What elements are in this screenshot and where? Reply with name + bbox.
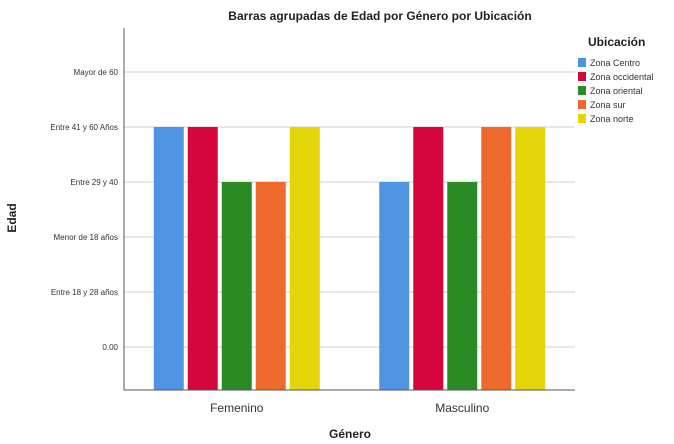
legend-entry: Zona norte bbox=[590, 114, 634, 124]
y-tick-label: Entre 18 y 28 años bbox=[51, 288, 118, 297]
bar bbox=[481, 127, 512, 390]
y-tick-label: 0.00 bbox=[102, 343, 118, 352]
y-tick-label: Menor de 18 años bbox=[54, 233, 119, 242]
legend-swatch bbox=[578, 72, 586, 81]
x-axis-label: Género bbox=[329, 427, 371, 441]
bar bbox=[187, 127, 218, 390]
bar bbox=[515, 127, 546, 390]
bar bbox=[413, 127, 444, 390]
y-tick-label: Entre 41 y 60 Años bbox=[50, 123, 118, 132]
legend-title: Ubicación bbox=[588, 35, 645, 49]
y-tick-label: Entre 29 y 40 bbox=[70, 178, 118, 187]
x-tick-label: Masculino bbox=[435, 401, 489, 415]
x-tick-label: Femenino bbox=[210, 401, 264, 415]
chart-title: Barras agrupadas de Edad por Género por … bbox=[228, 9, 531, 23]
y-axis-label: Edad bbox=[5, 203, 19, 232]
legend-swatch bbox=[578, 100, 586, 109]
legend-swatch bbox=[578, 86, 586, 95]
bar bbox=[379, 182, 410, 390]
bar bbox=[447, 182, 478, 390]
legend-entry: Zona Centro bbox=[590, 58, 640, 68]
legend: Zona Centro Zona occidental Zona oriental Z… bbox=[578, 58, 654, 124]
axes: 0.00 Entre 18 y 28 años Menor de 18 años En… bbox=[50, 28, 575, 415]
legend-swatch bbox=[578, 114, 586, 123]
bars bbox=[153, 127, 546, 390]
bar bbox=[289, 127, 320, 390]
bar bbox=[255, 182, 286, 390]
legend-entry: Zona oriental bbox=[590, 86, 643, 96]
legend-entry: Zona occidental bbox=[590, 72, 654, 82]
bar bbox=[221, 182, 252, 390]
bar bbox=[153, 127, 184, 390]
legend-entry: Zona sur bbox=[590, 100, 626, 110]
legend-swatch bbox=[578, 58, 586, 67]
y-tick-label: Mayor de 60 bbox=[74, 68, 119, 77]
